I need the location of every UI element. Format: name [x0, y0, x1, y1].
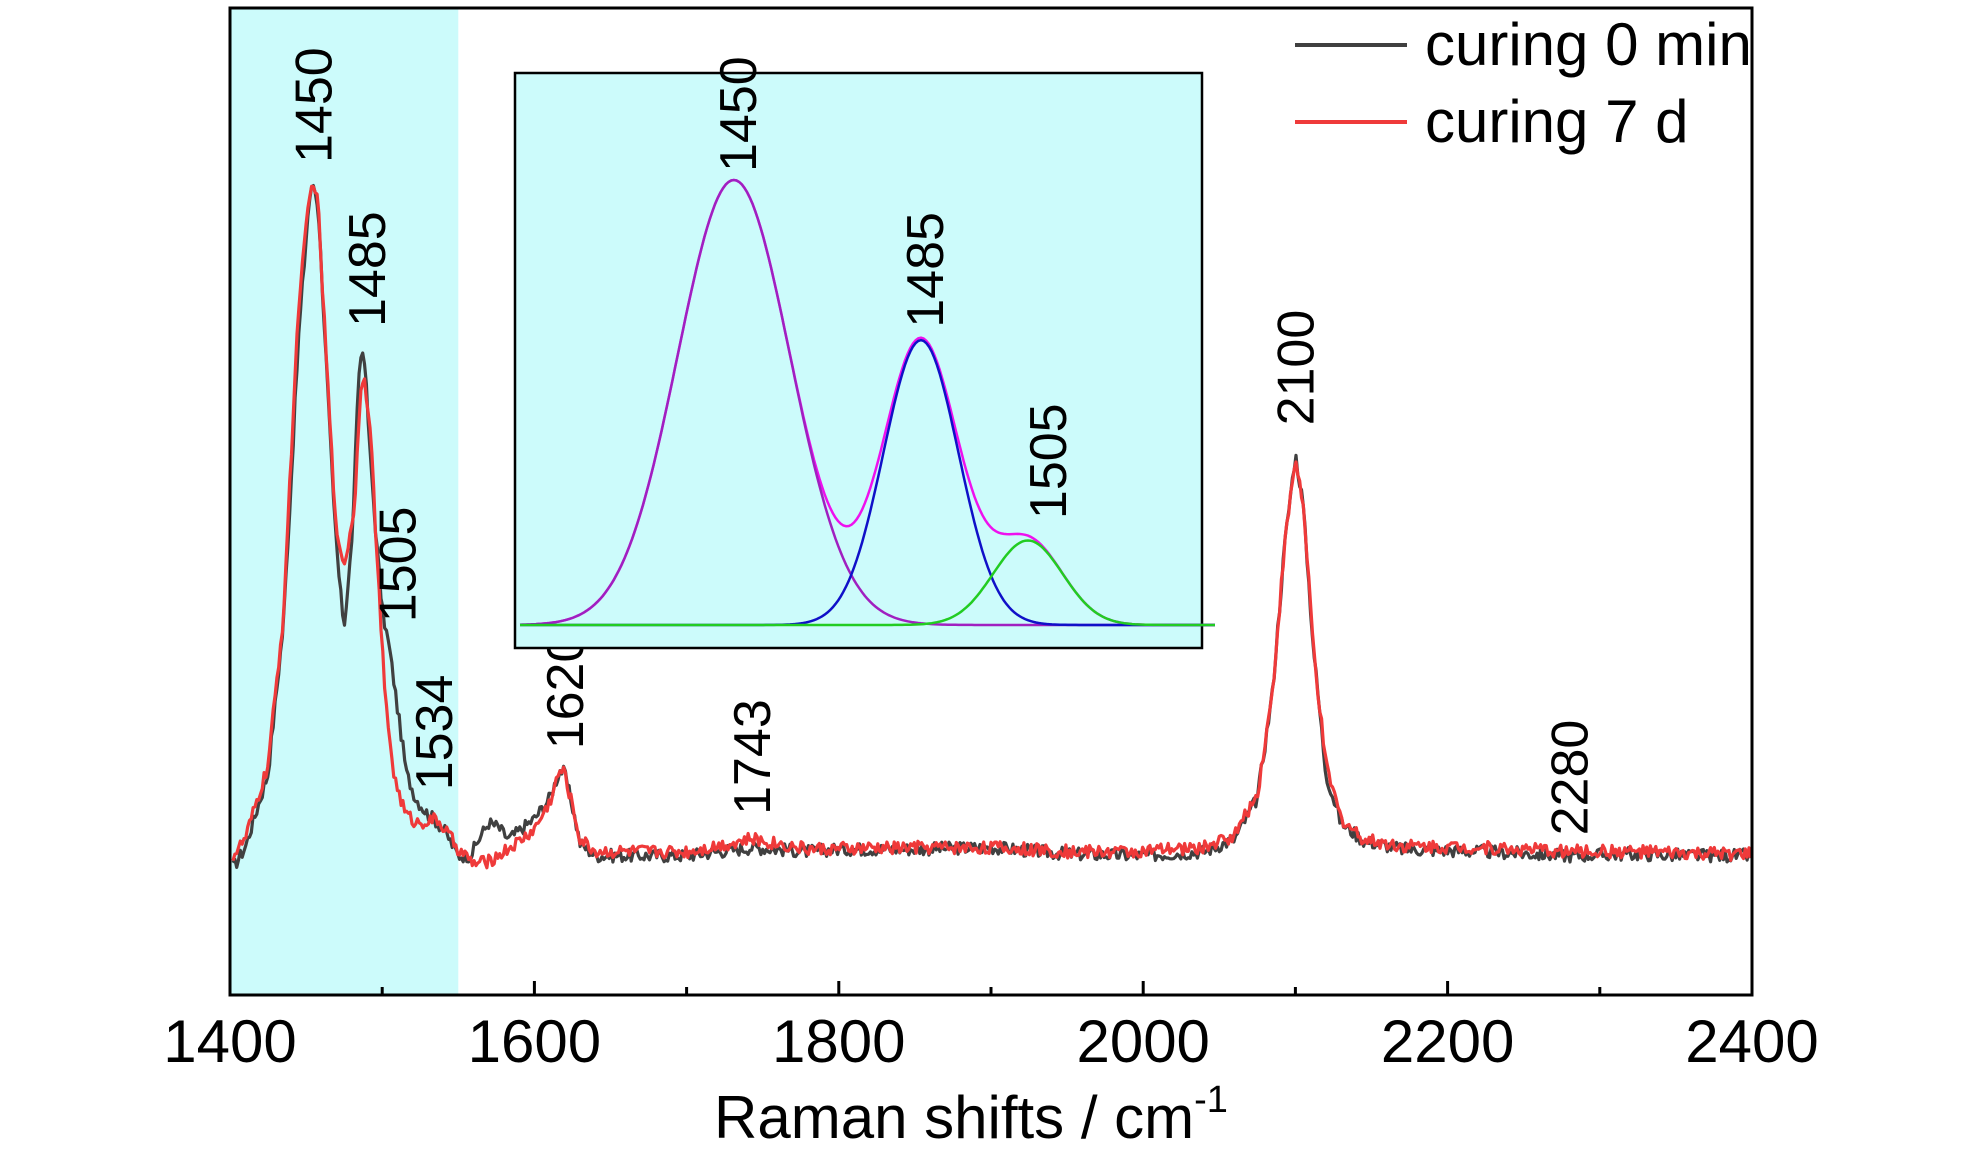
inset-background: [513, 71, 1204, 650]
x-axis-tick-labels: 1400 1600 1800 2000 2200 2400: [163, 1008, 1818, 1075]
inset-peak-label-1505: 1505: [1020, 403, 1078, 519]
series-layer: [231, 184, 1753, 870]
highlight-region: [230, 8, 459, 995]
peak-label-1485: 1485: [339, 211, 397, 327]
inset-component-1505: [520, 539, 1215, 627]
inset-peak-labels: 1450 1485 1505: [710, 56, 1078, 519]
x-tick-label: 1600: [468, 1008, 601, 1075]
x-tick-label: 1800: [772, 1008, 905, 1075]
peak-label-1743: 1743: [724, 699, 782, 815]
x-tick-label: 1400: [163, 1008, 296, 1075]
x-axis-title: Raman shifts / cm-1: [714, 1079, 1228, 1146]
peak-label-1620: 1620: [537, 634, 595, 750]
legend: curing 0 min curing 7 d: [1295, 11, 1752, 155]
x-tick-label: 2400: [1685, 1008, 1818, 1075]
peak-label-2100: 2100: [1267, 310, 1325, 426]
peak-label-layer: 1450 1485 1505 1534 1620 1743 2100 2280: [286, 47, 1600, 835]
peak-label-1534: 1534: [406, 675, 464, 791]
peak-label-1505: 1505: [369, 507, 427, 623]
series-line-curing-7-d: [231, 184, 1753, 870]
legend-label-curing-0-min: curing 0 min: [1425, 11, 1752, 78]
x-tick-label: 2000: [1076, 1008, 1209, 1075]
peak-label-1450: 1450: [286, 47, 344, 163]
x-axis-ticks: [228, 981, 1754, 995]
inset-curves: [519, 178, 1215, 627]
legend-label-curing-7-d: curing 7 d: [1425, 88, 1689, 155]
x-axis-title-superscript: -1: [1194, 1079, 1228, 1121]
x-axis-title-main: Raman shifts / cm: [714, 1084, 1194, 1146]
inset-peak-label-1485: 1485: [897, 212, 955, 328]
peak-label-2280: 2280: [1541, 720, 1599, 836]
inset-peak-label-1450: 1450: [710, 56, 768, 172]
inset-panel: 1450 1485 1505: [513, 56, 1215, 650]
series-line-curing-0-min: [231, 184, 1753, 869]
x-tick-label: 2200: [1381, 1008, 1514, 1075]
